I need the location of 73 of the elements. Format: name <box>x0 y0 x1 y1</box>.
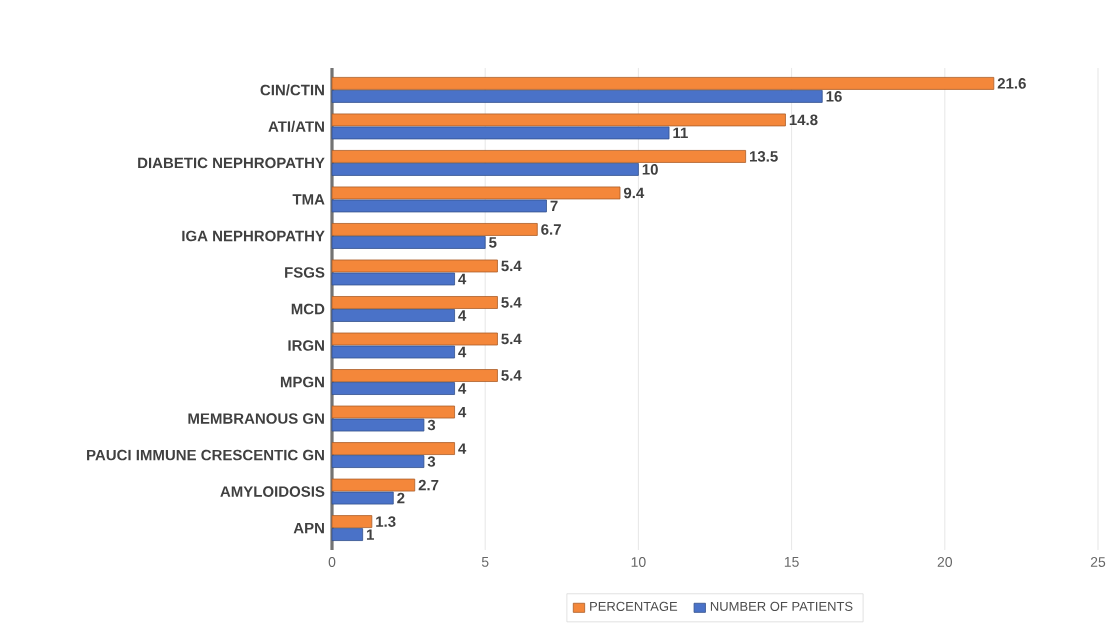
y-tick-label: CIN/CTIN <box>260 84 324 96</box>
bar <box>331 491 394 505</box>
bar <box>331 113 786 127</box>
y-tick-label: MCD <box>291 303 325 315</box>
data-label: 10 <box>642 164 658 175</box>
x-tick-label: 20 <box>937 557 953 567</box>
bar <box>331 150 747 163</box>
y-tick-label: AMYLOIDOSIS <box>220 486 325 497</box>
bar <box>331 418 425 432</box>
bar <box>331 442 455 455</box>
bar <box>331 272 455 286</box>
data-label: 5.4 <box>501 370 522 381</box>
y-tick-label: DIABETIC NEPHROPATHY <box>138 157 325 169</box>
bar <box>331 186 621 200</box>
data-label: 16 <box>826 91 842 102</box>
bar <box>331 236 486 249</box>
bar <box>331 90 823 103</box>
bar <box>331 528 364 541</box>
y-tick-label: PAUCI IMMUNE CRESCENTIC GN <box>87 449 324 461</box>
x-tick-label: 15 <box>784 557 799 567</box>
bar <box>331 332 498 346</box>
data-label: 5 <box>489 237 497 248</box>
data-label: 4 <box>458 346 467 358</box>
legend-label: PERCENTAGE <box>590 601 678 611</box>
bar <box>331 223 538 236</box>
legend-label: NUMBER OF PATIENTS <box>710 601 853 611</box>
y-tick-label: MEMBRANOUS GN <box>188 413 324 424</box>
bar <box>331 345 455 359</box>
y-tick-label: MPGN <box>280 376 324 388</box>
data-label: 4 <box>458 383 467 394</box>
y-tick-label: APN <box>293 522 324 534</box>
bar <box>331 77 995 90</box>
data-label: 11 <box>673 127 688 139</box>
data-label: 21.6 <box>997 78 1026 89</box>
data-label: 13.5 <box>749 151 778 162</box>
bar <box>331 259 498 273</box>
data-label: 6.7 <box>541 224 561 235</box>
x-tick-label: 25 <box>1090 557 1106 567</box>
bar <box>331 199 547 213</box>
data-label: 5.4 <box>501 333 522 345</box>
bar <box>331 126 670 140</box>
x-tick-label: 5 <box>481 557 489 567</box>
data-label: 2 <box>397 492 405 504</box>
data-label: 5.4 <box>501 260 522 272</box>
bar <box>331 405 455 419</box>
bar <box>331 296 498 309</box>
x-tick-label: 0 <box>328 557 336 567</box>
data-label: 7 <box>550 200 558 212</box>
x-tick-label: 10 <box>631 557 646 567</box>
y-tick-label: IRGN <box>288 340 324 351</box>
data-label: 9.4 <box>623 187 645 199</box>
y-tick-label: ATI/ATN <box>268 120 324 133</box>
data-label: 4 <box>458 310 467 321</box>
data-label: 14.8 <box>789 114 818 126</box>
data-label: 1 <box>366 529 374 540</box>
bar <box>331 163 639 176</box>
y-tick-label: FSGS <box>285 267 325 278</box>
data-label: 3 <box>427 456 436 467</box>
bar <box>331 382 455 395</box>
data-label: 1.3 <box>376 516 396 527</box>
data-label: 5.4 <box>501 297 522 308</box>
data-label: 4 <box>458 406 467 418</box>
bar <box>331 369 498 382</box>
bar <box>331 478 416 492</box>
bar <box>331 455 425 468</box>
data-label: 2.7 <box>418 479 439 491</box>
data-label: 4 <box>458 273 467 285</box>
y-tick-label: IGA NEPHROPATHY <box>182 230 325 242</box>
data-label: 3 <box>427 419 436 431</box>
bar <box>331 309 455 322</box>
bar <box>331 515 373 528</box>
data-label: 4 <box>458 443 467 454</box>
y-tick-label: TMA <box>292 194 325 205</box>
